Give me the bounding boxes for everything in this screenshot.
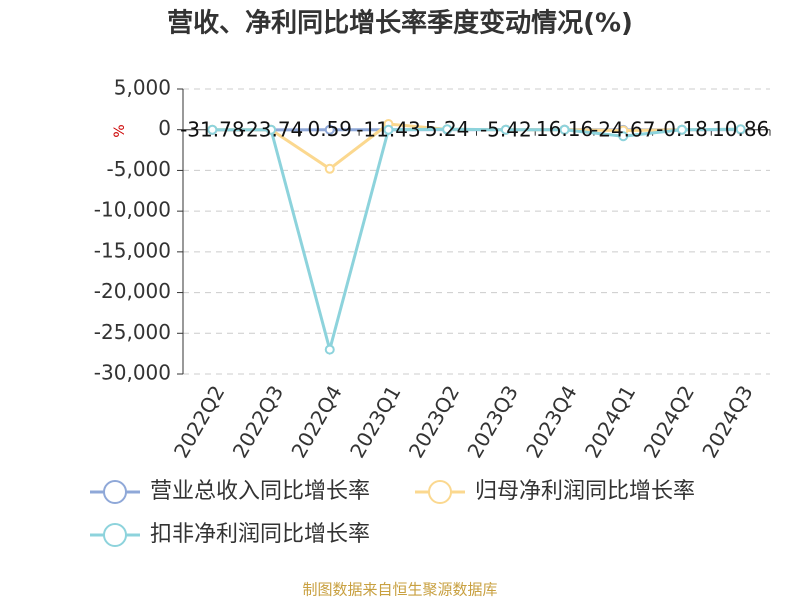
legend-marker (103, 523, 127, 547)
legend-item: 扣非净利润同比增长率 (90, 522, 370, 547)
y-axis-label: % (112, 124, 128, 137)
y-tick-label: -5,000 (107, 157, 171, 181)
data-label: -23.74 (239, 117, 303, 141)
x-tick-label: 2024Q1 (580, 381, 640, 462)
y-tick-label: 0 (158, 116, 171, 140)
legend-label: 归母净利润同比增长率 (475, 479, 695, 504)
point (324, 163, 335, 174)
point (500, 124, 511, 135)
data-label: -5.42 (480, 117, 532, 141)
y-tick-label: -25,000 (94, 320, 171, 344)
y-tick-label: 5,000 (114, 76, 171, 100)
x-tick-label: 2022Q4 (286, 381, 346, 462)
point (559, 124, 570, 135)
data-label: -24.67 (591, 117, 655, 141)
legend-label: 营业总收入同比增长率 (150, 479, 370, 504)
y-tick-label: -20,000 (94, 279, 171, 303)
point (676, 124, 687, 135)
data-label: 0.59 (307, 117, 352, 141)
data-label: -31.78 (180, 117, 244, 141)
legend-item: 营业总收入同比增长率 (90, 479, 370, 504)
y-tick-label: -10,000 (94, 198, 171, 222)
footer: 制图数据来自恒生聚源数据库 (302, 581, 497, 599)
point (442, 124, 453, 135)
x-tick-label: 2023Q3 (462, 381, 522, 462)
x-tick-label: 2023Q4 (521, 381, 581, 462)
point (618, 131, 629, 142)
data-label: 5.24 (425, 117, 470, 141)
data-label: -11.43 (356, 117, 420, 141)
data-label: -0.18 (656, 117, 708, 141)
data-label: 10.86 (712, 117, 769, 141)
data-label: 16.16 (536, 117, 593, 141)
series-line (212, 127, 741, 356)
point (383, 124, 394, 135)
x-tick-label: 2022Q3 (228, 381, 288, 462)
chart-title: 营收、净利同比增长率季度变动情况(%) (167, 8, 633, 39)
legend-label: 扣非净利润同比增长率 (150, 522, 370, 547)
legend-item: 归母净利润同比增长率 (415, 479, 695, 504)
x-tick-label: 2022Q2 (169, 381, 229, 462)
y-tick-label: -30,000 (94, 361, 171, 385)
legend-marker (103, 480, 127, 504)
point (266, 124, 277, 135)
point (735, 124, 746, 135)
x-tick-label: 2024Q3 (697, 381, 757, 462)
point (324, 344, 335, 355)
x-tick-label: 2023Q2 (404, 381, 464, 462)
legend-marker (428, 480, 452, 504)
x-tick-label: 2023Q1 (345, 381, 405, 462)
point (324, 124, 335, 135)
point (207, 124, 218, 135)
y-tick-label: -15,000 (94, 238, 171, 262)
x-tick-label: 2024Q2 (639, 381, 699, 462)
